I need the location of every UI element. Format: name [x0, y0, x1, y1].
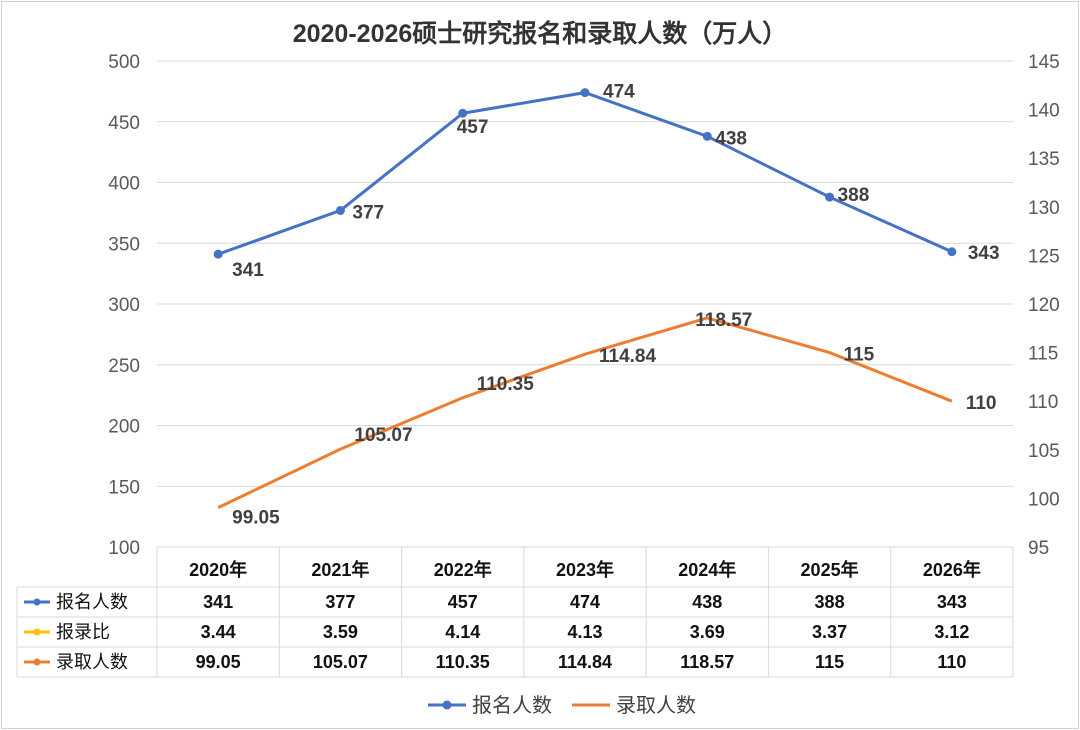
table-cell: 4.13 [567, 622, 602, 642]
y-left-tick-label: 250 [108, 356, 140, 377]
admitted-data-label: 110.35 [477, 374, 534, 395]
admitted-data-label: 118.57 [695, 310, 752, 331]
table-cell: 3.69 [690, 622, 725, 642]
y-right-tick-label: 130 [1028, 198, 1060, 219]
admitted-data-label: 115 [844, 345, 875, 366]
applicants-data-label: 474 [603, 82, 635, 103]
y-left-tick-label: 200 [108, 417, 140, 438]
table-cell: 438 [692, 592, 722, 612]
table-cell: 457 [448, 592, 478, 612]
table-cell: 114.84 [558, 652, 612, 672]
series-line-applicants [217, 91, 953, 256]
table-cell: 110.35 [436, 652, 490, 672]
table-header-cell: 2023年 [556, 559, 614, 580]
table-row-legend-marker [33, 658, 41, 666]
y-right-tick-label: 145 [1028, 52, 1060, 73]
table-cell: 3.37 [812, 622, 847, 642]
table-row-legend-marker [33, 628, 41, 636]
y-left-tick-label: 300 [108, 295, 140, 316]
y-left-tick-label: 100 [108, 538, 140, 559]
y-right-tick-label: 135 [1028, 149, 1060, 170]
y-left-tick-label: 500 [108, 52, 140, 73]
y-right-tick-label: 120 [1028, 295, 1060, 316]
applicants-data-label: 438 [715, 128, 747, 149]
applicants-data-label: 343 [968, 243, 1000, 264]
admitted-data-label: 110 [966, 393, 997, 414]
applicants-point [825, 192, 835, 202]
applicants-point [702, 131, 712, 141]
table-cell: 118.57 [680, 652, 734, 672]
table-cell: 105.07 [313, 652, 368, 672]
applicants-data-label: 388 [838, 185, 870, 206]
applicants-point [458, 108, 468, 118]
table-row-label: 报录比 [56, 622, 110, 642]
admitted-data-label: 114.84 [599, 346, 656, 367]
table-cell: 343 [937, 592, 967, 612]
y-right-tick-label: 105 [1028, 441, 1060, 462]
y-left-tick-label: 400 [108, 174, 140, 195]
table-header-cell: 2025年 [801, 559, 859, 580]
table-cell: 3.59 [323, 622, 358, 642]
table-cell: 4.14 [445, 622, 480, 642]
table-cell: 3.44 [201, 622, 236, 642]
y-right-tick-label: 125 [1028, 246, 1060, 267]
table-row-legend-marker [33, 598, 41, 606]
admitted-data-label: 99.05 [232, 508, 280, 529]
table-cell: 115 [815, 652, 844, 672]
y-right-tick-label: 140 [1028, 101, 1060, 122]
series-line-admitted [217, 316, 953, 509]
table-cell: 388 [815, 592, 845, 612]
applicants-data-label: 457 [457, 117, 489, 138]
y-right-tick-label: 95 [1028, 538, 1049, 559]
table-cell: 377 [325, 592, 355, 612]
applicants-data-label: 377 [352, 202, 384, 223]
y-right-tick-label: 110 [1028, 392, 1058, 413]
table-cell: 3.12 [934, 622, 969, 642]
applicants-point [947, 247, 957, 257]
chart-title: 2020-2026硕士研究报名和录取人数（万人） [293, 19, 788, 48]
table-cell: 341 [203, 592, 233, 612]
admitted-data-label: 105.07 [354, 425, 412, 446]
legend-applicants-label: 报名人数 [472, 694, 552, 717]
applicants-point [580, 88, 590, 98]
table-header-cell: 2021年 [311, 559, 369, 580]
table-cell: 474 [570, 592, 600, 612]
y-right-tick-label: 100 [1028, 489, 1060, 510]
y-left-tick-label: 150 [108, 477, 140, 498]
applicants-point [335, 205, 345, 215]
table-header-cell: 2022年 [434, 559, 492, 580]
table-row-label: 报名人数 [56, 592, 128, 612]
legend-admitted-label: 录取人数 [616, 694, 696, 717]
table-header-cell: 2026年 [923, 559, 981, 580]
table-header-cell: 2020年 [189, 559, 247, 580]
table-cell: 110 [937, 652, 966, 672]
legend-applicants-marker [442, 700, 452, 710]
table-header-cell: 2024年 [678, 559, 736, 580]
table-cell: 99.05 [196, 652, 241, 672]
y-right-tick-label: 115 [1028, 344, 1058, 365]
y-left-tick-label: 450 [108, 113, 140, 134]
table-row-label: 录取人数 [56, 652, 128, 672]
applicants-point [213, 249, 223, 259]
applicants-data-label: 341 [232, 260, 264, 281]
y-left-tick-label: 350 [108, 234, 140, 255]
